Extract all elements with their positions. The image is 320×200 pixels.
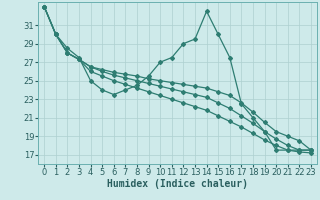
X-axis label: Humidex (Indice chaleur): Humidex (Indice chaleur) bbox=[107, 179, 248, 189]
